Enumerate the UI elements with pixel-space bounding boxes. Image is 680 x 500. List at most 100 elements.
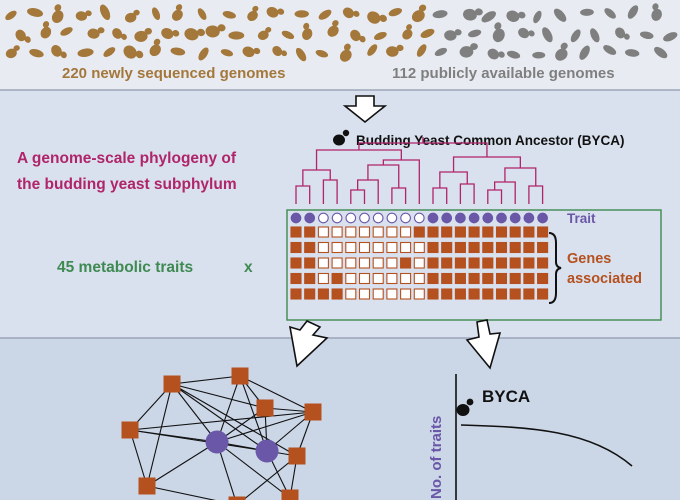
gene-cell bbox=[482, 226, 494, 238]
yeast-cell bbox=[222, 11, 236, 19]
gene-cell bbox=[454, 257, 466, 269]
ancestor-yeast-icon bbox=[333, 129, 350, 146]
gene-cell bbox=[345, 241, 357, 254]
yeast-cell bbox=[247, 5, 259, 22]
yeast-cell bbox=[367, 44, 378, 56]
gene-cell bbox=[454, 272, 466, 285]
yeast-cell bbox=[570, 29, 581, 43]
trait-row bbox=[290, 212, 548, 224]
trait-cell bbox=[413, 212, 425, 224]
gene-cell bbox=[427, 226, 439, 238]
network-edge bbox=[171, 383, 218, 443]
yeast-cell bbox=[663, 32, 678, 42]
trait-loss-curve bbox=[460, 424, 633, 467]
network-edge bbox=[129, 411, 314, 431]
gene-cell bbox=[523, 226, 535, 238]
yeast-cell bbox=[151, 7, 161, 20]
gene-cell bbox=[358, 241, 371, 254]
gene-cell bbox=[290, 288, 302, 300]
yeast-cell bbox=[228, 31, 245, 40]
yeast-cell bbox=[388, 8, 403, 17]
gene-cell bbox=[400, 288, 412, 300]
gene-node bbox=[288, 447, 306, 465]
yeast-cell bbox=[463, 8, 483, 21]
public-genomes-label: 112 publicly available genomes bbox=[392, 65, 615, 82]
gene-cell bbox=[317, 257, 329, 269]
gene-cell bbox=[454, 241, 466, 254]
gene-cell bbox=[413, 226, 425, 238]
yeast-cell bbox=[590, 28, 600, 43]
yeast-cell bbox=[318, 9, 332, 20]
trait-cell bbox=[318, 212, 329, 224]
gene-cell bbox=[304, 288, 316, 300]
yeast-cell bbox=[51, 4, 64, 24]
trait-cell bbox=[482, 212, 494, 224]
phylogeny-label-line1: A genome-scale phylogeny of bbox=[17, 150, 237, 167]
byca-plot-label: BYCA bbox=[482, 387, 530, 406]
trait-cell bbox=[496, 212, 507, 224]
gene-cell bbox=[495, 241, 508, 254]
yeast-cell bbox=[386, 44, 404, 57]
trait-cell bbox=[386, 212, 398, 224]
gene-cell bbox=[441, 241, 453, 254]
yeast-cell bbox=[580, 8, 594, 16]
gene-cell bbox=[358, 257, 371, 269]
yeast-cell bbox=[161, 27, 180, 39]
yeast-cell bbox=[342, 7, 360, 19]
yeast-cell bbox=[198, 47, 209, 61]
trait-label: Trait bbox=[567, 211, 596, 226]
yeast-cell bbox=[487, 48, 505, 60]
gene-cell bbox=[523, 272, 535, 285]
gene-cell bbox=[331, 272, 343, 285]
gene-cell bbox=[290, 226, 302, 238]
network-edge bbox=[171, 383, 268, 452]
gene-cell bbox=[290, 272, 302, 285]
gene-cell bbox=[400, 257, 412, 269]
down-arrow-icon bbox=[342, 95, 388, 124]
trait-gene-matrix-frame bbox=[286, 209, 662, 321]
gene-cell bbox=[468, 272, 480, 285]
yeast-cell bbox=[518, 27, 535, 39]
yeast-cell bbox=[654, 46, 668, 59]
public-yeast-cells bbox=[432, 3, 678, 61]
network-edge bbox=[171, 375, 241, 385]
gene-cell bbox=[317, 272, 329, 285]
gene-cell bbox=[495, 257, 508, 269]
yeast-cell bbox=[627, 5, 639, 19]
gene-cell bbox=[441, 226, 453, 238]
yeast-cell bbox=[171, 4, 183, 21]
gene-cell bbox=[427, 257, 439, 269]
yeast-cell bbox=[123, 45, 144, 59]
yeast-cell bbox=[257, 27, 272, 41]
gene-cell bbox=[372, 257, 384, 269]
gene-cell bbox=[317, 288, 329, 300]
gene-cell bbox=[400, 226, 412, 238]
gene-cell bbox=[427, 241, 439, 254]
byca-yeast-icon bbox=[456, 398, 474, 416]
trait-cell bbox=[537, 212, 548, 224]
gene-cell bbox=[441, 288, 453, 300]
gene-cell bbox=[358, 226, 371, 238]
gene-cell bbox=[482, 257, 494, 269]
gene-cell bbox=[345, 288, 357, 300]
gene-cell bbox=[372, 241, 384, 254]
gene-cell bbox=[537, 288, 549, 300]
gene-cell bbox=[331, 241, 343, 254]
yeast-cell bbox=[266, 6, 285, 18]
gene-cell bbox=[345, 226, 357, 238]
gene-node bbox=[281, 489, 299, 500]
gene-cell bbox=[441, 257, 453, 269]
genes-brace bbox=[548, 232, 562, 304]
yeast-cell bbox=[402, 24, 413, 40]
trait-cell bbox=[455, 212, 466, 224]
gene-node bbox=[228, 496, 246, 500]
yeast-cell bbox=[27, 8, 44, 17]
trait-cell bbox=[304, 212, 316, 224]
gene-cell bbox=[413, 288, 425, 300]
gene-cell bbox=[345, 257, 357, 269]
multiply-sign: x bbox=[244, 259, 253, 276]
yeast-cell bbox=[327, 20, 339, 37]
gene-cell bbox=[509, 241, 521, 254]
gene-cell bbox=[427, 288, 439, 300]
